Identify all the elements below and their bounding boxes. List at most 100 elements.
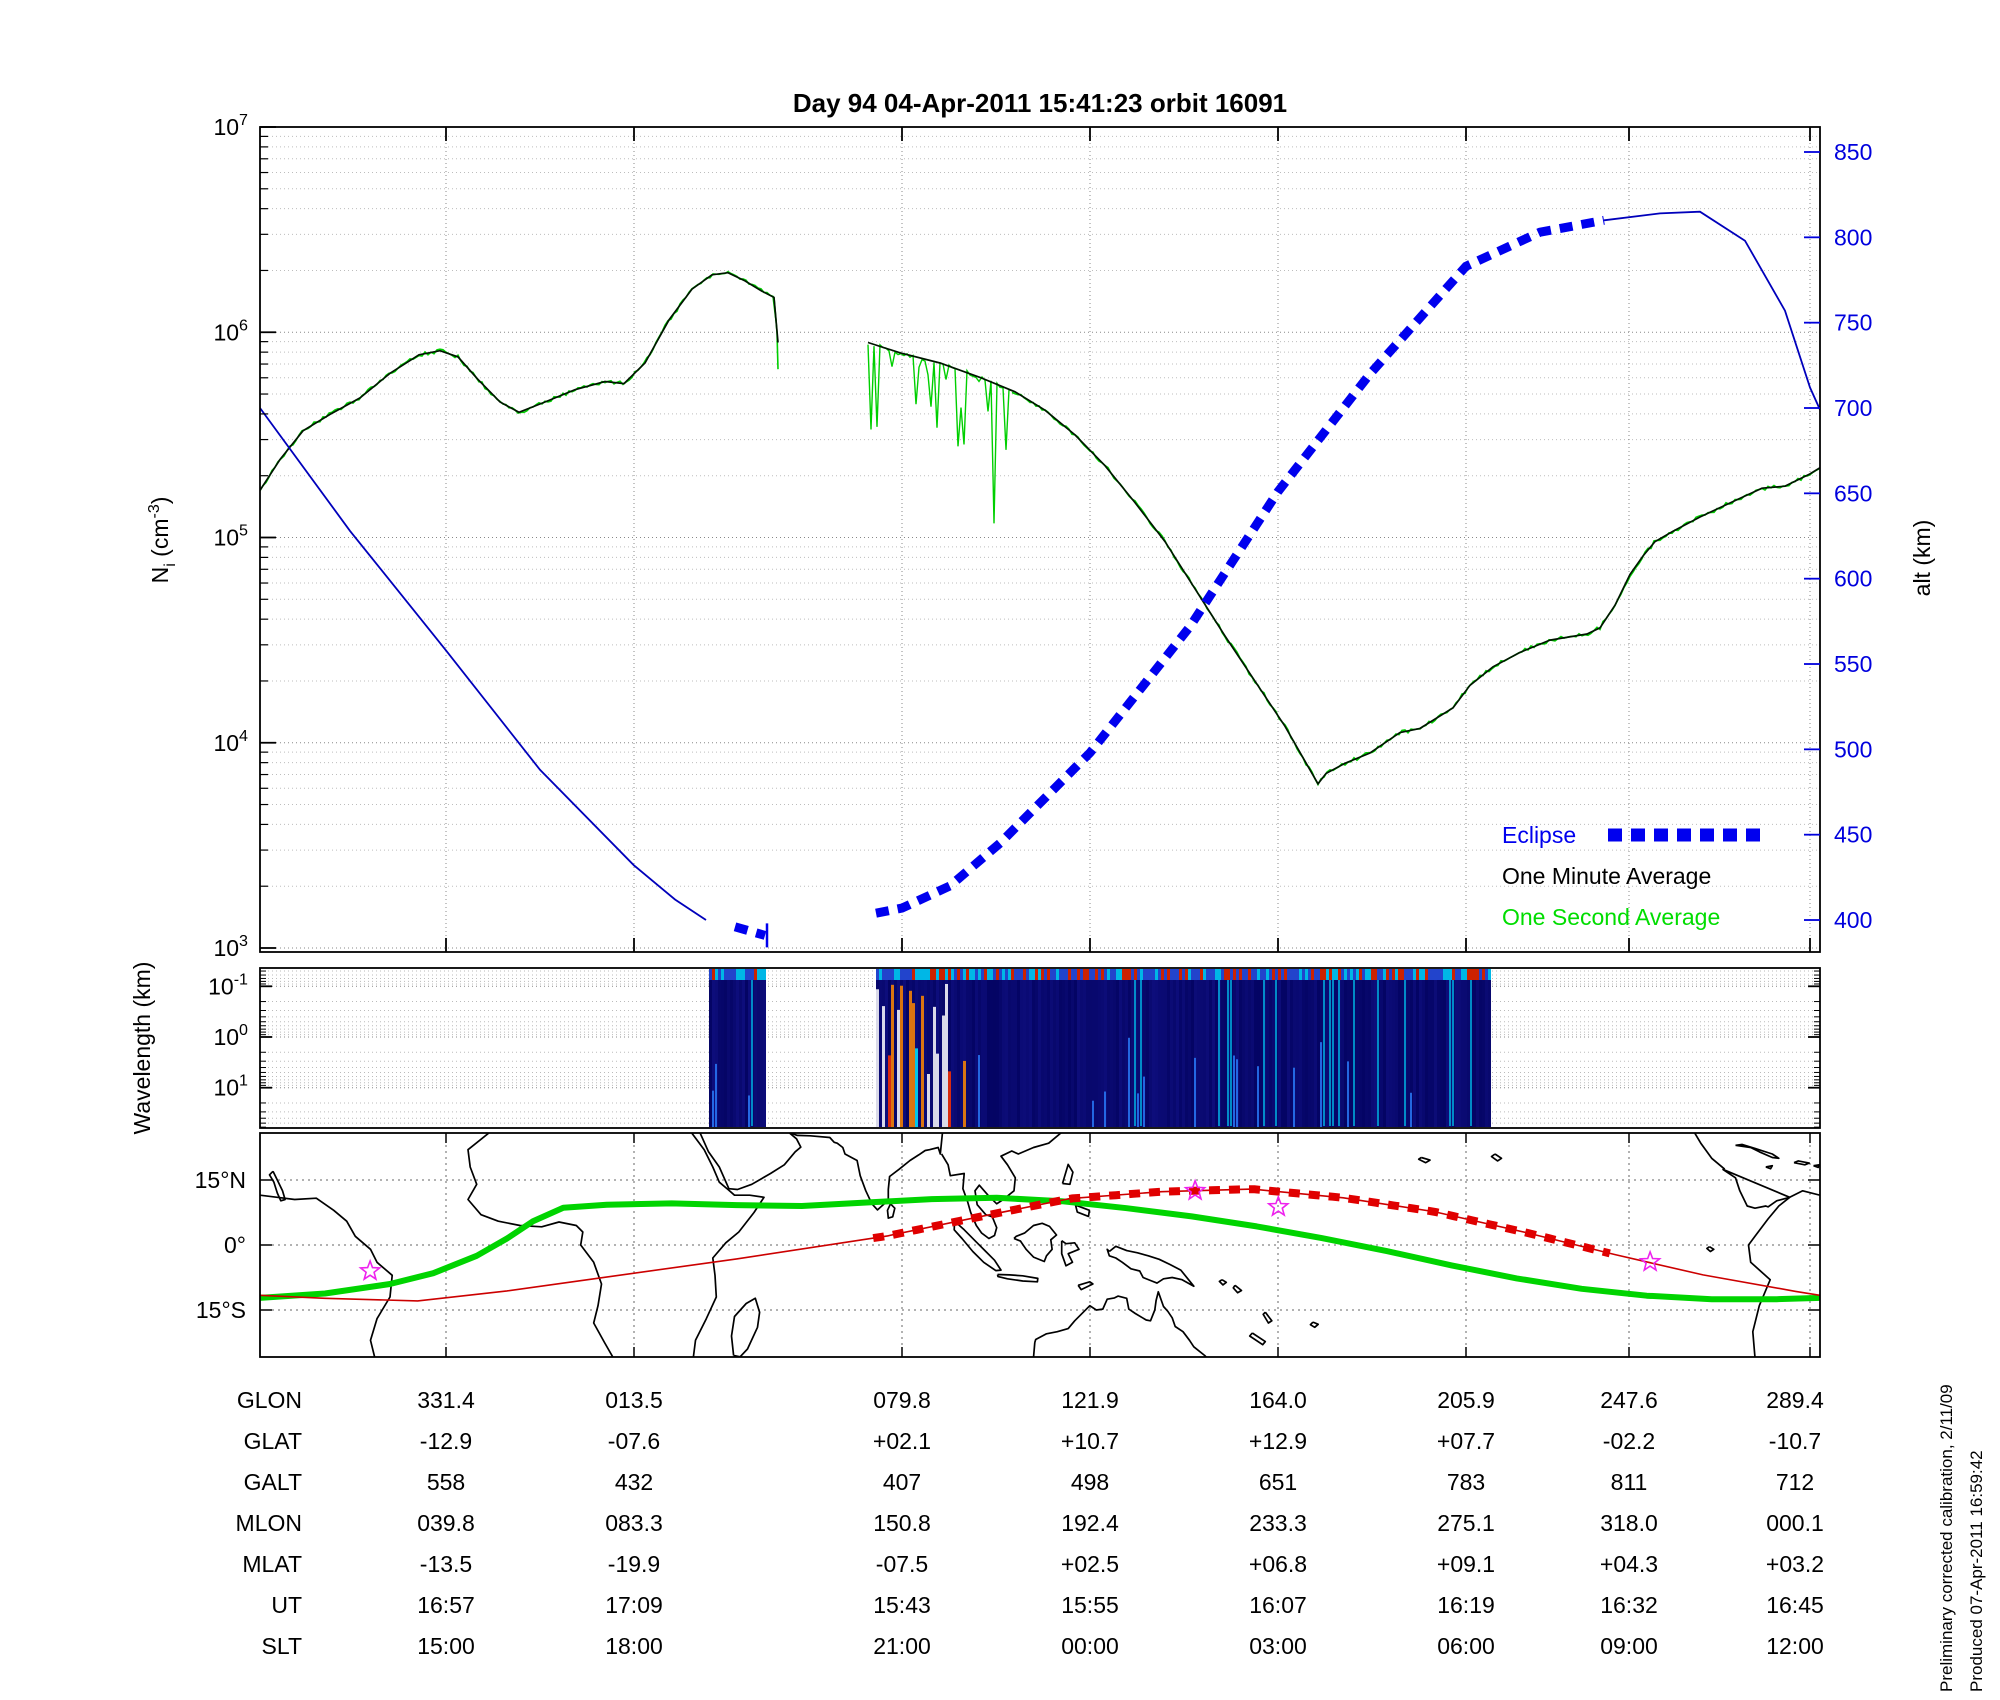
spectro-topband [936, 969, 939, 980]
table-cell-glon: 079.8 [873, 1387, 931, 1413]
spectro-column [1074, 969, 1077, 1127]
spectro-column [1101, 969, 1104, 1127]
coastline [699, 1133, 802, 1191]
spectro-topband [1362, 969, 1365, 980]
spectro-topband [1395, 969, 1398, 980]
table-cell-ut: 16:45 [1766, 1592, 1824, 1618]
spectro-topband [1377, 969, 1380, 980]
table-cell-glat: +10.7 [1061, 1428, 1119, 1454]
spectro-topband [745, 969, 748, 980]
spectro-streak-short [1137, 1093, 1139, 1127]
spectro-topband [1410, 969, 1413, 980]
coastline [260, 1194, 394, 1357]
spectro-topband [1428, 969, 1431, 980]
spectro-topband [1398, 969, 1401, 980]
spectro-topband [1419, 969, 1422, 980]
table-cell-slt: 06:00 [1437, 1633, 1495, 1659]
table-cell-glon: 013.5 [605, 1387, 663, 1413]
spectro-topband [1464, 969, 1467, 980]
spectro-column [903, 969, 906, 1127]
spectro-column [918, 969, 921, 1127]
spectro-topband [1218, 969, 1221, 980]
spectro-topband [1116, 969, 1119, 980]
coastline [1061, 1163, 1074, 1186]
spectro-topband [1236, 969, 1239, 980]
spectro-topband [960, 969, 963, 980]
spectro-column [885, 969, 888, 1127]
spectro-column [987, 969, 990, 1127]
map-latitude-label: 15°S [196, 1297, 246, 1323]
altitude-tick-label: 650 [1834, 480, 1872, 506]
table-cell-mlat: -07.5 [876, 1551, 928, 1577]
spectro-topband [1278, 969, 1281, 980]
table-cell-glat: -12.9 [420, 1428, 472, 1454]
spectro-column [939, 969, 942, 1127]
plot-title: Day 94 04-Apr-2011 15:41:23 orbit 16091 [793, 88, 1287, 118]
spectro-topband [1413, 969, 1416, 980]
spectro-topband [1269, 969, 1272, 980]
spectro-topband [1005, 969, 1008, 980]
coastline [234, 1161, 249, 1165]
spectro-topband [1416, 969, 1419, 980]
spectro-column [1188, 969, 1191, 1127]
wavelength-tick-label: 101 [213, 1072, 248, 1101]
spectro-topband [1488, 969, 1491, 980]
spectro-topband [1431, 969, 1434, 980]
altitude-tick-label: 700 [1834, 395, 1872, 421]
spectro-column [748, 969, 751, 1127]
spectro-topband [1356, 969, 1359, 980]
spectro-column [754, 969, 757, 1127]
spectro-topband [1455, 969, 1458, 980]
spectro-column [1428, 969, 1431, 1127]
spectro-streak [1338, 980, 1340, 1126]
spectro-topband [1287, 969, 1290, 980]
spectro-topband [894, 969, 897, 980]
spectro-column [1158, 969, 1161, 1127]
spectro-topband [1386, 969, 1389, 980]
table-cell-mlon: 275.1 [1437, 1510, 1495, 1536]
spectro-topband [1254, 969, 1257, 980]
spectro-topband [1281, 969, 1284, 980]
table-cell-galt: 712 [1776, 1469, 1814, 1495]
table-cell-glon: 331.4 [417, 1387, 475, 1413]
spectro-column [1344, 969, 1347, 1127]
spectro-column [724, 969, 727, 1127]
spectro-streak-short [1236, 1059, 1238, 1127]
spectro-column [1008, 969, 1011, 1127]
spectro-column [1017, 969, 1020, 1127]
spectro-column [906, 969, 909, 1127]
spectro-topband [1068, 969, 1071, 980]
coastline [1013, 1222, 1058, 1263]
spectro-column [879, 969, 882, 1127]
table-cell-slt: 03:00 [1249, 1633, 1307, 1659]
spectro-column [1440, 969, 1443, 1127]
spectro-column [1245, 969, 1248, 1127]
spectro-column [1431, 969, 1434, 1127]
spectro-column [757, 969, 760, 1127]
spectro-column [1065, 969, 1068, 1127]
table-cell-ut: 15:55 [1061, 1592, 1119, 1618]
spectro-column [1179, 969, 1182, 1127]
spectro-column [1038, 969, 1041, 1127]
density-axis-label: Ni (cm-3) [146, 497, 179, 584]
spectro-column [1380, 969, 1383, 1127]
spectro-column [1350, 969, 1353, 1127]
altitude-tick-label: 450 [1834, 822, 1872, 848]
spectro-column [969, 969, 972, 1127]
spectro-streak [1377, 980, 1379, 1126]
spectro-column [1308, 969, 1311, 1127]
wavelength-spectrogram-panel: 10-1 100 101 [208, 967, 1821, 1129]
spectro-column [1149, 969, 1152, 1127]
spectro-topband [1134, 969, 1137, 980]
spectro-topband [1470, 969, 1473, 980]
spectro-column [1479, 969, 1482, 1127]
spectro-topband [1458, 969, 1461, 980]
spectro-topband [1371, 969, 1374, 980]
spectro-streak [1218, 980, 1220, 1126]
spectro-streak-short [1143, 1076, 1145, 1127]
spectro-streak-short [715, 1063, 717, 1127]
spectro-column [1032, 969, 1035, 1127]
spectro-burst [963, 1060, 966, 1127]
spectro-topband [1404, 969, 1407, 980]
spectro-topband [915, 969, 918, 980]
